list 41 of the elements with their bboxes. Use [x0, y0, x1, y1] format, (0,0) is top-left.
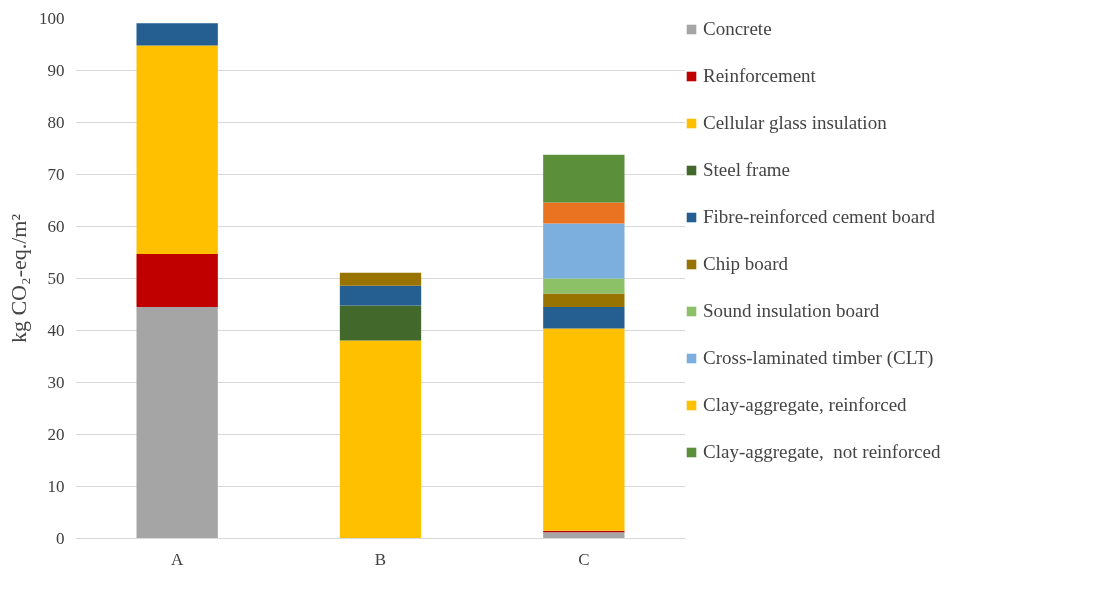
legend-label: Clay-aggregate, reinforced — [703, 394, 907, 416]
legend-label: Chip board — [703, 253, 788, 275]
bar — [543, 278, 625, 294]
y-axis-title: kg CO₂-eq./m² — [6, 213, 31, 344]
bar — [543, 532, 625, 539]
bar — [543, 293, 625, 308]
y-tick-label: 70 — [47, 165, 65, 184]
bar — [543, 154, 625, 203]
bar — [543, 307, 625, 329]
y-tick-label: 0 — [56, 529, 65, 548]
y-tick-label: 20 — [47, 425, 65, 444]
bar — [339, 272, 422, 286]
x-tick-label: C — [578, 549, 590, 569]
y-tick-label: 60 — [47, 217, 65, 236]
bar — [543, 223, 625, 279]
y-tick-label: 80 — [47, 113, 65, 132]
bar — [136, 45, 218, 255]
legend-label: Cross-laminated timber (CLT) — [703, 347, 934, 369]
legend-label: Concrete — [703, 18, 772, 40]
y-tick-label: 30 — [47, 373, 65, 392]
legend-label: Steel frame — [703, 159, 791, 181]
legend-label: Reinforcement — [703, 65, 816, 87]
bar — [339, 305, 422, 341]
y-tick-label: 90 — [47, 61, 65, 80]
y-tick-label: 50 — [47, 269, 65, 288]
bar — [339, 285, 422, 306]
legend-label: Cellular glass insulation — [703, 112, 887, 134]
x-tick-label: B — [374, 549, 387, 569]
legend-label: Sound insulation board — [703, 300, 880, 322]
bar — [543, 202, 625, 224]
bar — [136, 254, 218, 308]
y-tick-label: 40 — [47, 321, 65, 340]
bar — [543, 328, 625, 531]
legend-label: Clay-aggregate, not reinforced — [703, 441, 941, 463]
legend-label: Fibre-reinforced cement board — [703, 206, 936, 228]
bar — [136, 307, 218, 539]
y-tick-label: 10 — [47, 477, 65, 496]
bar — [339, 340, 422, 539]
bar — [136, 23, 218, 46]
x-tick-label: A — [171, 549, 185, 569]
y-tick-label: 100 — [39, 9, 65, 28]
